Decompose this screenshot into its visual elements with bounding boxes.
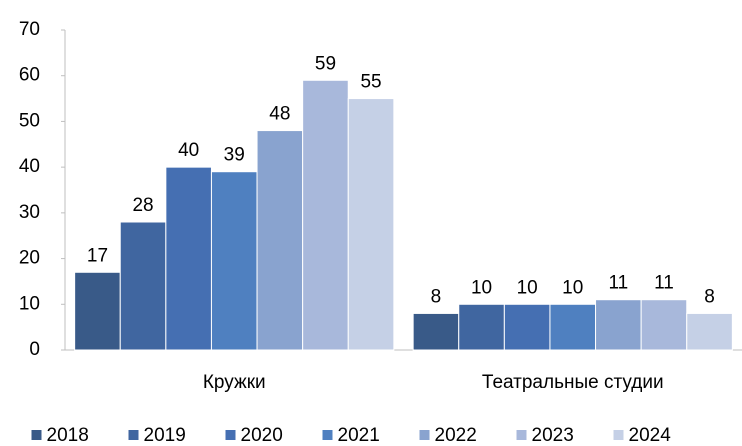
bar bbox=[302, 79, 349, 351]
bar bbox=[595, 299, 642, 351]
legend-swatch bbox=[516, 430, 527, 440]
data-label: 55 bbox=[360, 72, 381, 93]
bar bbox=[412, 312, 460, 351]
y-tick-label: 30 bbox=[19, 202, 40, 223]
data-label: 28 bbox=[132, 195, 153, 216]
data-label: 11 bbox=[608, 273, 628, 294]
x-tick-label: Театральные студии bbox=[482, 372, 664, 393]
legend-label: 2023 bbox=[532, 425, 574, 446]
bar bbox=[165, 166, 212, 351]
legend-swatch bbox=[128, 430, 139, 440]
bar bbox=[210, 171, 258, 351]
y-tick-label: 0 bbox=[29, 339, 40, 360]
legend-label: 2021 bbox=[338, 425, 380, 446]
y-tick-label: 10 bbox=[19, 293, 40, 314]
bar bbox=[549, 303, 597, 351]
legend-label: 2019 bbox=[144, 425, 186, 446]
data-label: 11 bbox=[654, 273, 674, 294]
data-label: 8 bbox=[704, 286, 715, 307]
data-label: 17 bbox=[87, 245, 108, 266]
bar bbox=[74, 271, 121, 351]
legend-swatch bbox=[322, 430, 333, 440]
data-label: 48 bbox=[269, 104, 290, 125]
y-tick-label: 50 bbox=[19, 110, 40, 131]
data-label: 10 bbox=[562, 277, 583, 298]
bar bbox=[119, 221, 167, 351]
legend-label: 2020 bbox=[241, 425, 283, 446]
bar bbox=[640, 299, 688, 351]
legend-swatch bbox=[613, 430, 624, 440]
legend-label: 2022 bbox=[435, 425, 477, 446]
legend-swatch bbox=[31, 430, 42, 440]
y-tick-label: 20 bbox=[19, 248, 40, 269]
x-tick-label: Кружки bbox=[203, 372, 266, 393]
data-label: 8 bbox=[431, 286, 442, 307]
data-label: 59 bbox=[315, 53, 336, 74]
data-label: 10 bbox=[471, 277, 492, 298]
data-label: 40 bbox=[178, 140, 199, 161]
legend-label: 2024 bbox=[629, 425, 672, 446]
y-tick-label: 70 bbox=[19, 19, 40, 40]
bar bbox=[503, 303, 551, 351]
bar bbox=[458, 303, 505, 351]
legend-swatch bbox=[419, 430, 430, 440]
legend-label: 2018 bbox=[47, 425, 89, 446]
legend-swatch bbox=[225, 430, 236, 440]
y-tick-label: 60 bbox=[19, 65, 40, 86]
bar bbox=[256, 130, 304, 351]
y-tick-label: 40 bbox=[19, 156, 40, 177]
bar bbox=[347, 98, 395, 351]
data-label: 10 bbox=[517, 277, 538, 298]
bar bbox=[686, 312, 733, 351]
data-label: 39 bbox=[224, 145, 245, 166]
